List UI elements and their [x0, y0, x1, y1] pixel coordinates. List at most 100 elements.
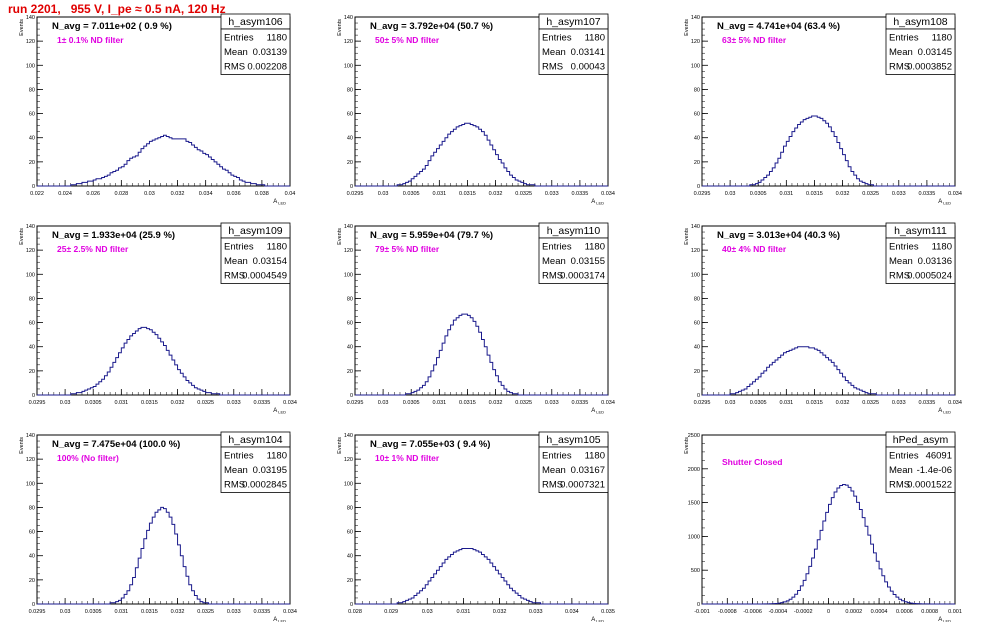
y-tick-label: 120: [26, 39, 35, 45]
n-avg-label: N_avg = 4.741e+04 (63.4 %): [717, 21, 840, 32]
x-tick-label: 0.024: [58, 191, 72, 197]
y-tick-label: 0: [697, 184, 700, 190]
x-tick-label: -0.0008: [718, 609, 737, 615]
stats-value: 1180: [267, 242, 287, 253]
x-tick-label: 0.0305: [403, 191, 420, 197]
x-tick-label: -0.0002: [794, 609, 813, 615]
panel-h_asym109: 0 20 40 60 80 100 120 140 0.0295 0.03 0.0305 0.031 0…: [19, 222, 297, 415]
y-tick-label: 80: [29, 87, 35, 93]
stats-box: [538, 237, 609, 284]
y-tick-label: 0: [697, 393, 700, 399]
x-tick-label: 0.0305: [750, 191, 767, 197]
x-tick-label: 0.034: [565, 609, 579, 615]
x-tick-label: 0.0315: [141, 609, 158, 615]
x-tick-label: 0.028: [114, 191, 128, 197]
stats-value: 0.03155: [571, 256, 605, 267]
y-axis-label: Events: [337, 437, 343, 454]
x-tick-label: 0.0325: [515, 400, 532, 406]
y-tick-label: 120: [26, 457, 35, 463]
x-tick-label: 0.0305: [85, 609, 102, 615]
histogram-series: [37, 326, 290, 396]
x-axis-label: ALED: [273, 408, 286, 415]
x-axis-label: ALED: [591, 617, 604, 622]
histogram-series: [37, 506, 290, 605]
y-tick-label: 80: [29, 505, 35, 511]
panel-h_asym110: 0 20 40 60 80 100 120 140 0.0295 0.03 0.0305 0.031 0…: [337, 222, 615, 415]
y-tick-label: 20: [29, 160, 35, 166]
y-tick-label: 0: [350, 602, 353, 608]
stats-value: 0.0007321: [560, 480, 605, 491]
x-tick-label: 0.034: [283, 609, 297, 615]
stats-label: Entries: [542, 451, 572, 462]
panel-h_asym111: 0 20 40 60 80 100 120 140 0.0295 0.03 0.0305 0.031 0…: [684, 222, 962, 415]
x-tick-label: 0.0002: [845, 609, 862, 615]
y-axis-label: Events: [19, 437, 25, 454]
y-tick-label: 60: [29, 321, 35, 327]
x-tick-label: 0.034: [948, 400, 962, 406]
stats-label: Entries: [224, 33, 254, 44]
x-tick-label: 0.035: [601, 609, 615, 615]
x-tick-label: 0.0315: [806, 400, 823, 406]
stats-title: h_asym104: [228, 434, 282, 446]
x-tick-label: 0.0325: [197, 609, 214, 615]
x-axis-label: ALED: [938, 408, 951, 415]
x-tick-label: 0.0295: [29, 400, 46, 406]
x-tick-label: 0.03: [725, 191, 736, 197]
stats-title: h_asym106: [228, 16, 282, 28]
filter-label: 40± 4% ND filter: [722, 244, 787, 254]
stats-box: [538, 446, 609, 493]
stats-box: [885, 237, 956, 284]
stats-label: Mean: [889, 47, 913, 58]
x-tick-label: 0.036: [227, 191, 241, 197]
x-tick-label: 0.032: [489, 400, 503, 406]
panel-h_asym108: 0 20 40 60 80 100 120 140 0.0295 0.03 0.0305 0.031 0…: [684, 13, 962, 206]
x-tick-label: 0.0315: [459, 400, 476, 406]
x-tick-label: 0.0335: [253, 400, 270, 406]
x-tick-label: 0.033: [892, 400, 906, 406]
histogram-series: [702, 115, 955, 187]
n-avg-label: N_avg = 5.959e+04 (79.7 %): [370, 230, 493, 241]
x-tick-label: 0.0295: [694, 191, 711, 197]
y-tick-label: 0: [32, 184, 35, 190]
stats-value: 0.00043: [571, 62, 605, 73]
filter-label: 25± 2.5% ND filter: [57, 244, 129, 254]
stats-label: Entries: [889, 242, 919, 253]
histogram-series: [355, 547, 608, 605]
x-tick-label: 0.0335: [918, 191, 935, 197]
x-tick-label: 0.03: [725, 400, 736, 406]
y-tick-label: 100: [691, 63, 700, 69]
y-tick-label: 20: [694, 160, 700, 166]
stats-value: 0.03145: [918, 47, 952, 58]
x-tick-label: -0.001: [694, 609, 710, 615]
x-tick-label: 0.0305: [85, 400, 102, 406]
filter-label: 79± 5% ND filter: [375, 244, 440, 254]
x-tick-label: 0.031: [114, 400, 128, 406]
y-tick-label: 100: [344, 481, 353, 487]
y-tick-label: 20: [694, 369, 700, 375]
stats-label: RMS: [542, 480, 563, 491]
stats-title: h_asym108: [893, 16, 947, 28]
y-tick-label: 120: [691, 248, 700, 254]
stats-value: 46091: [926, 451, 952, 462]
stats-label: Entries: [224, 242, 254, 253]
x-tick-label: 0.031: [432, 400, 446, 406]
x-tick-label: 0.033: [529, 609, 543, 615]
stats-title: h_asym105: [546, 434, 600, 446]
stats-box: [220, 446, 291, 493]
y-tick-label: 140: [344, 224, 353, 230]
x-tick-label: 0.034: [283, 400, 297, 406]
x-tick-label: 0.032: [171, 400, 185, 406]
panel-h_asym107: 0 20 40 60 80 100 120 140 0.0295 0.03 0.0305 0.031 0…: [337, 13, 615, 206]
y-axis-label: Events: [19, 19, 25, 36]
x-tick-label: 0.033: [545, 191, 559, 197]
stats-label: RMS: [889, 480, 910, 491]
y-tick-label: 100: [344, 63, 353, 69]
y-tick-label: 120: [26, 248, 35, 254]
histogram-series: [355, 313, 608, 396]
x-tick-label: 0.034: [601, 400, 615, 406]
y-tick-label: 140: [691, 15, 700, 21]
x-tick-label: 0.0004: [871, 609, 888, 615]
y-tick-label: 120: [344, 39, 353, 45]
x-tick-label: 0.04: [285, 191, 296, 197]
